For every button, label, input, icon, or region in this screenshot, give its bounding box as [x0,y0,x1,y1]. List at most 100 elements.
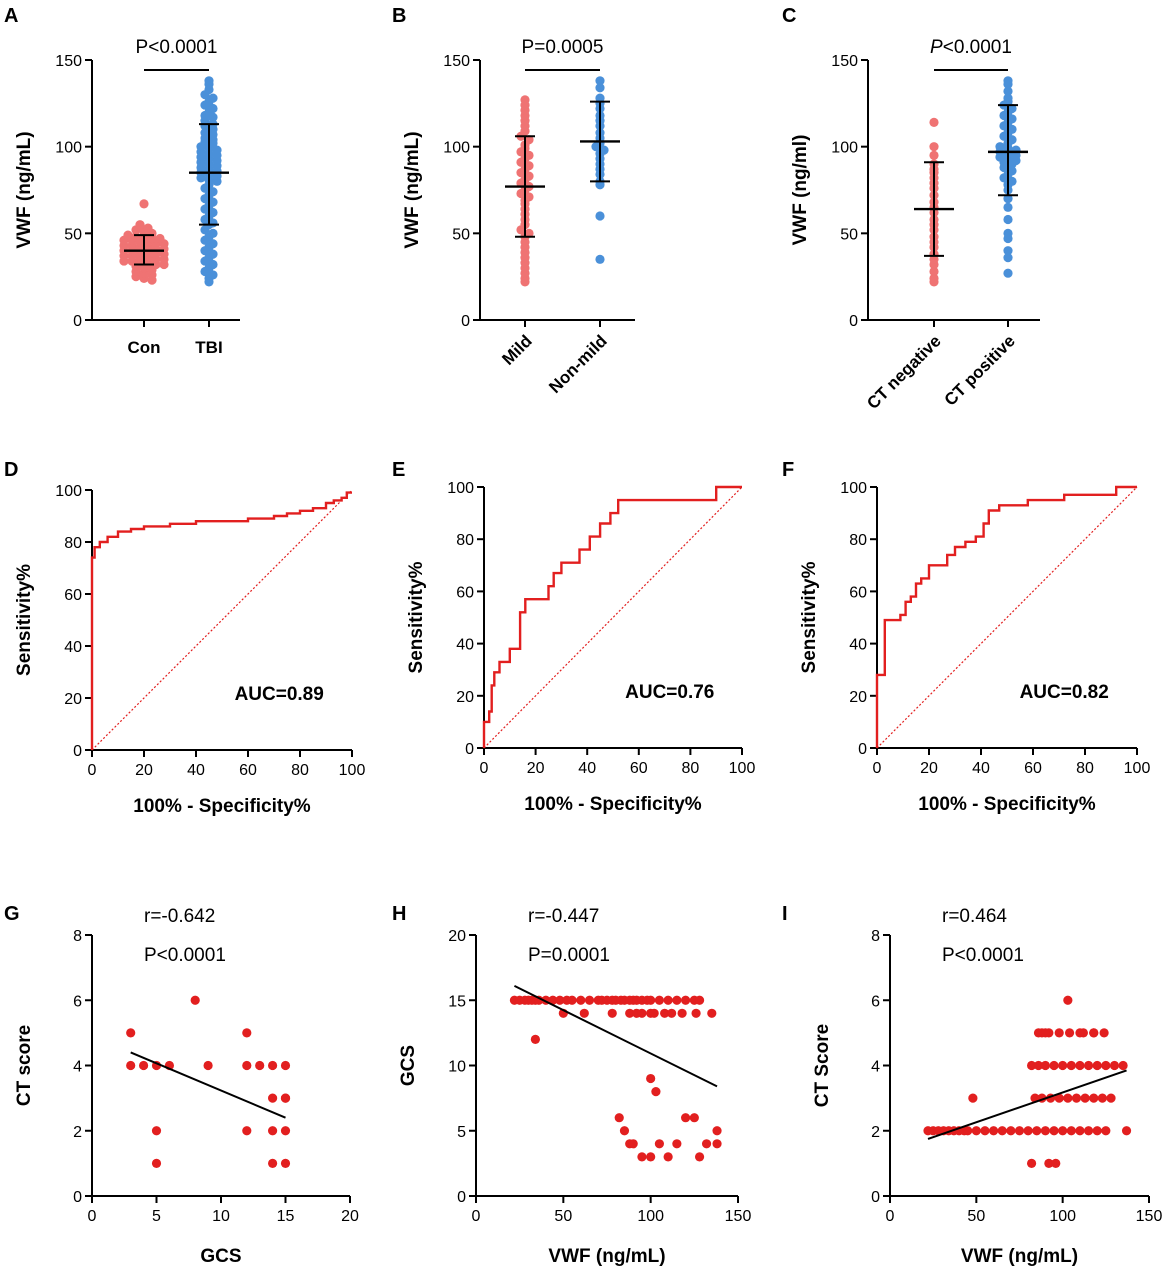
data-point [1003,215,1012,224]
x-tick-label: 40 [578,760,596,777]
data-point [646,996,655,1005]
y-tick-label: 0 [457,1189,466,1206]
y-axis-title: GCS [398,1045,419,1086]
data-point [268,1126,277,1135]
y-tick-label: 40 [849,637,867,654]
y-axis-title: CT score [14,1025,35,1106]
auc-annotation: AUC=0.76 [625,682,714,703]
correlation-r: r=-0.642 [144,906,215,927]
p-value-label: P<0.0001 [930,37,1012,58]
data-point [585,996,594,1005]
y-tick-label: 100 [831,140,858,157]
p-value-label: P=0.0005 [522,37,604,58]
x-tick-label: 80 [682,760,700,777]
y-tick-label: 4 [73,1059,82,1076]
panel-label-e: E [392,459,405,481]
data-point [1084,1061,1093,1070]
data-point [1122,1126,1131,1135]
x-category-label: CT positive [941,331,1019,409]
x-axis-title: GCS [200,1246,241,1267]
data-point [520,95,529,104]
data-point [646,1152,655,1161]
data-point [963,1126,972,1135]
y-tick-label: 15 [448,993,466,1010]
data-point [1106,1094,1115,1103]
data-point [1055,1028,1064,1037]
x-category-label: Con [127,338,160,357]
data-point [1093,1126,1102,1135]
panel-label-b: B [392,5,406,27]
data-point [268,1061,277,1070]
panel-label-g: G [4,903,20,925]
x-category-label: Mild [498,331,535,368]
x-tick-label: 0 [88,762,97,779]
data-point [1027,1159,1036,1168]
y-tick-label: 60 [849,584,867,601]
x-tick-label: 5 [152,1208,161,1225]
data-point [629,1139,638,1148]
data-point [681,1113,690,1122]
data-point [126,1028,135,1037]
data-point [1089,1094,1098,1103]
y-tick-label: 2 [871,1124,880,1141]
data-point [268,1159,277,1168]
data-point [929,142,938,151]
y-tick-label: 20 [849,689,867,706]
y-tick-label: 80 [456,532,474,549]
roc-curve [484,487,742,748]
data-point [702,1139,711,1148]
y-tick-label: 150 [443,53,470,70]
data-point [123,230,132,239]
x-category-label: TBI [195,338,222,357]
data-point [152,1159,161,1168]
y-tick-label: 20 [64,691,82,708]
x-tick-label: 60 [239,762,257,779]
data-point [980,1126,989,1135]
data-point [620,1126,629,1135]
y-tick-label: 8 [73,928,82,945]
y-tick-label: 0 [73,313,82,330]
data-point [567,996,576,1005]
x-axis-title: 100% - Specificity% [918,794,1096,815]
x-tick-label: 0 [480,760,489,777]
data-point [1119,1061,1128,1070]
y-tick-label: 50 [840,226,858,243]
y-tick-label: 40 [456,637,474,654]
data-point [1110,1061,1119,1070]
data-point [1075,1126,1084,1135]
data-point [651,1087,660,1096]
x-tick-label: 0 [88,1208,97,1225]
x-tick-label: 0 [472,1208,481,1225]
data-point [1081,1094,1090,1103]
data-point [135,220,144,229]
data-point [1051,1159,1060,1168]
roc-curve [92,493,352,750]
correlation-p: P<0.0001 [942,945,1024,966]
data-point [531,1035,540,1044]
y-tick-label: 80 [849,532,867,549]
data-point [637,1152,646,1161]
x-axis-title: VWF (ng/mL) [548,1246,665,1267]
data-point [968,1094,977,1103]
data-point [690,1113,699,1122]
data-point [650,1009,659,1018]
data-point [712,1139,721,1148]
data-point [929,118,938,127]
x-tick-label: 100 [1124,760,1151,777]
x-tick-label: 20 [341,1208,359,1225]
x-tick-label: 150 [1136,1208,1163,1225]
data-point [1003,246,1012,255]
x-tick-label: 100 [339,762,366,779]
correlation-r: r=-0.447 [528,906,599,927]
data-point [1058,1126,1067,1135]
data-point [1065,1028,1074,1037]
data-point [1015,1126,1024,1135]
y-tick-label: 100 [840,480,867,497]
data-point [678,1009,687,1018]
y-tick-label: 80 [64,535,82,552]
x-tick-label: 150 [725,1208,752,1225]
data-point [1098,1094,1107,1103]
data-point [695,1152,704,1161]
x-tick-label: 50 [967,1208,985,1225]
x-axis-title: VWF (ng/mL) [961,1246,1078,1267]
